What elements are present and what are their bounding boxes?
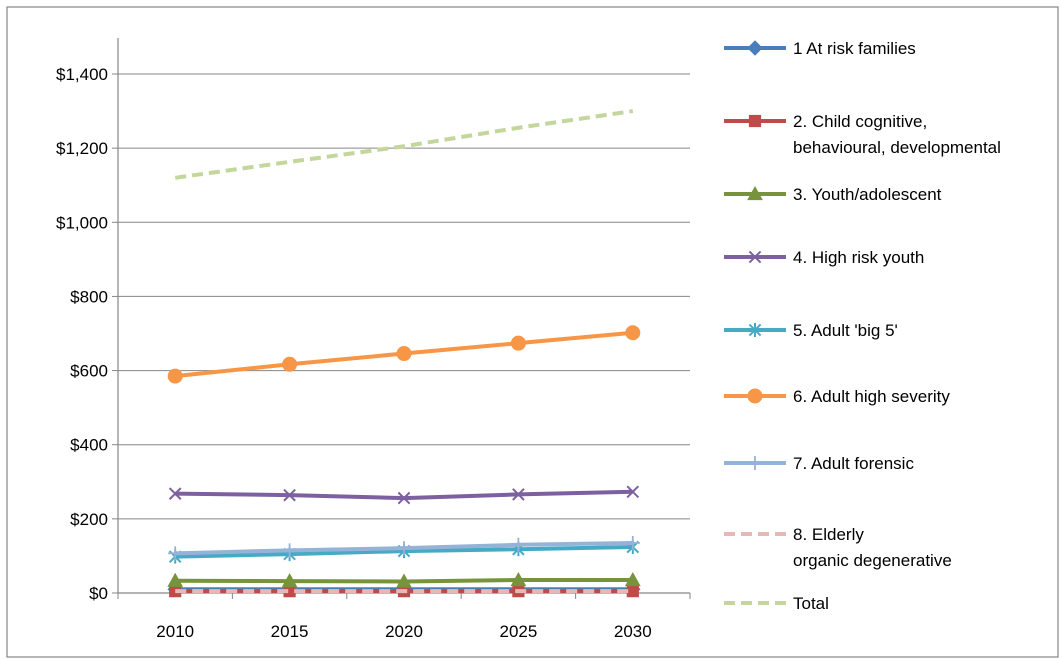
legend-label: 3. Youth/adolescent	[793, 185, 942, 204]
series-group	[167, 109, 641, 598]
data-point-asterisk	[748, 323, 762, 337]
data-point-plus	[282, 543, 297, 558]
x-tick-label: 2025	[499, 622, 537, 641]
series-4	[168, 485, 640, 505]
legend-entry-4: 4. High risk youth	[724, 248, 924, 267]
data-point-diamond	[747, 40, 763, 56]
legend-entry-8: 8. Elderly organic degenerative	[724, 525, 952, 570]
series-line	[174, 109, 634, 180]
data-point-circle	[167, 368, 183, 384]
data-point-triangle	[747, 185, 763, 201]
data-point-triangle	[396, 573, 412, 588]
data-point-triangle	[624, 571, 641, 587]
data-point-circle	[510, 335, 526, 351]
x-tick-label: 2020	[385, 622, 423, 641]
data-point-circle	[625, 325, 641, 341]
data-point-plus	[511, 537, 526, 552]
series-9	[174, 109, 634, 180]
y-tick-label: $1,000	[56, 213, 108, 232]
y-tick-label: $0	[89, 584, 108, 603]
y-tick-label: $200	[70, 510, 108, 529]
legend-label: Total	[793, 594, 829, 613]
y-tick-label: $800	[70, 287, 108, 306]
legend-label: 6. Adult high severity	[793, 387, 950, 406]
data-point-plus	[748, 456, 762, 470]
legend-entry-7: 7. Adult forensic	[724, 454, 914, 473]
legend-label: 8. Elderly organic degenerative	[793, 525, 952, 570]
legend-entry-2: 2. Child cognitive, behavioural, developm…	[724, 112, 1001, 157]
data-point-triangle	[510, 571, 527, 587]
x-tick-label: 2015	[271, 622, 309, 641]
data-point-triangle	[281, 573, 298, 588]
y-axis-ticks: $0 $200 $400 $600 $800 $1,000 $1,200 $1,400	[56, 65, 118, 603]
legend-label: 5. Adult 'big 5'	[793, 321, 898, 340]
data-point-circle	[396, 346, 412, 362]
x-tick-label: 2010	[156, 622, 194, 641]
y-tick-label: $1,200	[56, 139, 108, 158]
series-3	[167, 571, 641, 588]
data-point-x	[512, 488, 525, 501]
data-point-x	[168, 487, 182, 500]
data-point-triangle	[167, 572, 184, 587]
data-point-x	[283, 488, 296, 502]
legend-entry-5: 5. Adult 'big 5'	[724, 321, 898, 340]
data-point-plus	[397, 541, 411, 556]
y-tick-label: $1,400	[56, 65, 108, 84]
legend-label: 2. Child cognitive, behavioural, developm…	[793, 112, 1001, 157]
y-tick-label: $400	[70, 436, 108, 455]
y-tick-label: $600	[70, 362, 108, 381]
x-tick-label: 2030	[614, 622, 652, 641]
data-point-plus	[168, 546, 183, 561]
data-point-square	[626, 585, 639, 598]
data-point-x	[626, 485, 640, 499]
data-point-plus	[625, 535, 640, 550]
data-point-circle	[747, 388, 763, 404]
data-point-x	[397, 491, 411, 505]
data-point-x	[748, 250, 762, 264]
legend-entry-9: Total	[724, 594, 829, 613]
legend-entry-1: 1 At risk families	[724, 39, 916, 58]
legend-entry-6: 6. Adult high severity	[724, 387, 950, 406]
data-point-square	[748, 114, 762, 128]
data-point-circle	[282, 356, 298, 372]
legend-entry-3: 3. Youth/adolescent	[724, 185, 942, 204]
legend: 1 At risk families 2. Child cognitive, beh…	[724, 39, 1001, 613]
series-6	[167, 325, 641, 384]
series-7	[168, 535, 640, 561]
x-axis-ticks: 2010 2015 2020 2025 2030	[117, 593, 691, 641]
legend-label: 4. High risk youth	[793, 248, 924, 267]
legend-label: 7. Adult forensic	[793, 454, 914, 473]
legend-label: 1 At risk families	[793, 39, 916, 58]
